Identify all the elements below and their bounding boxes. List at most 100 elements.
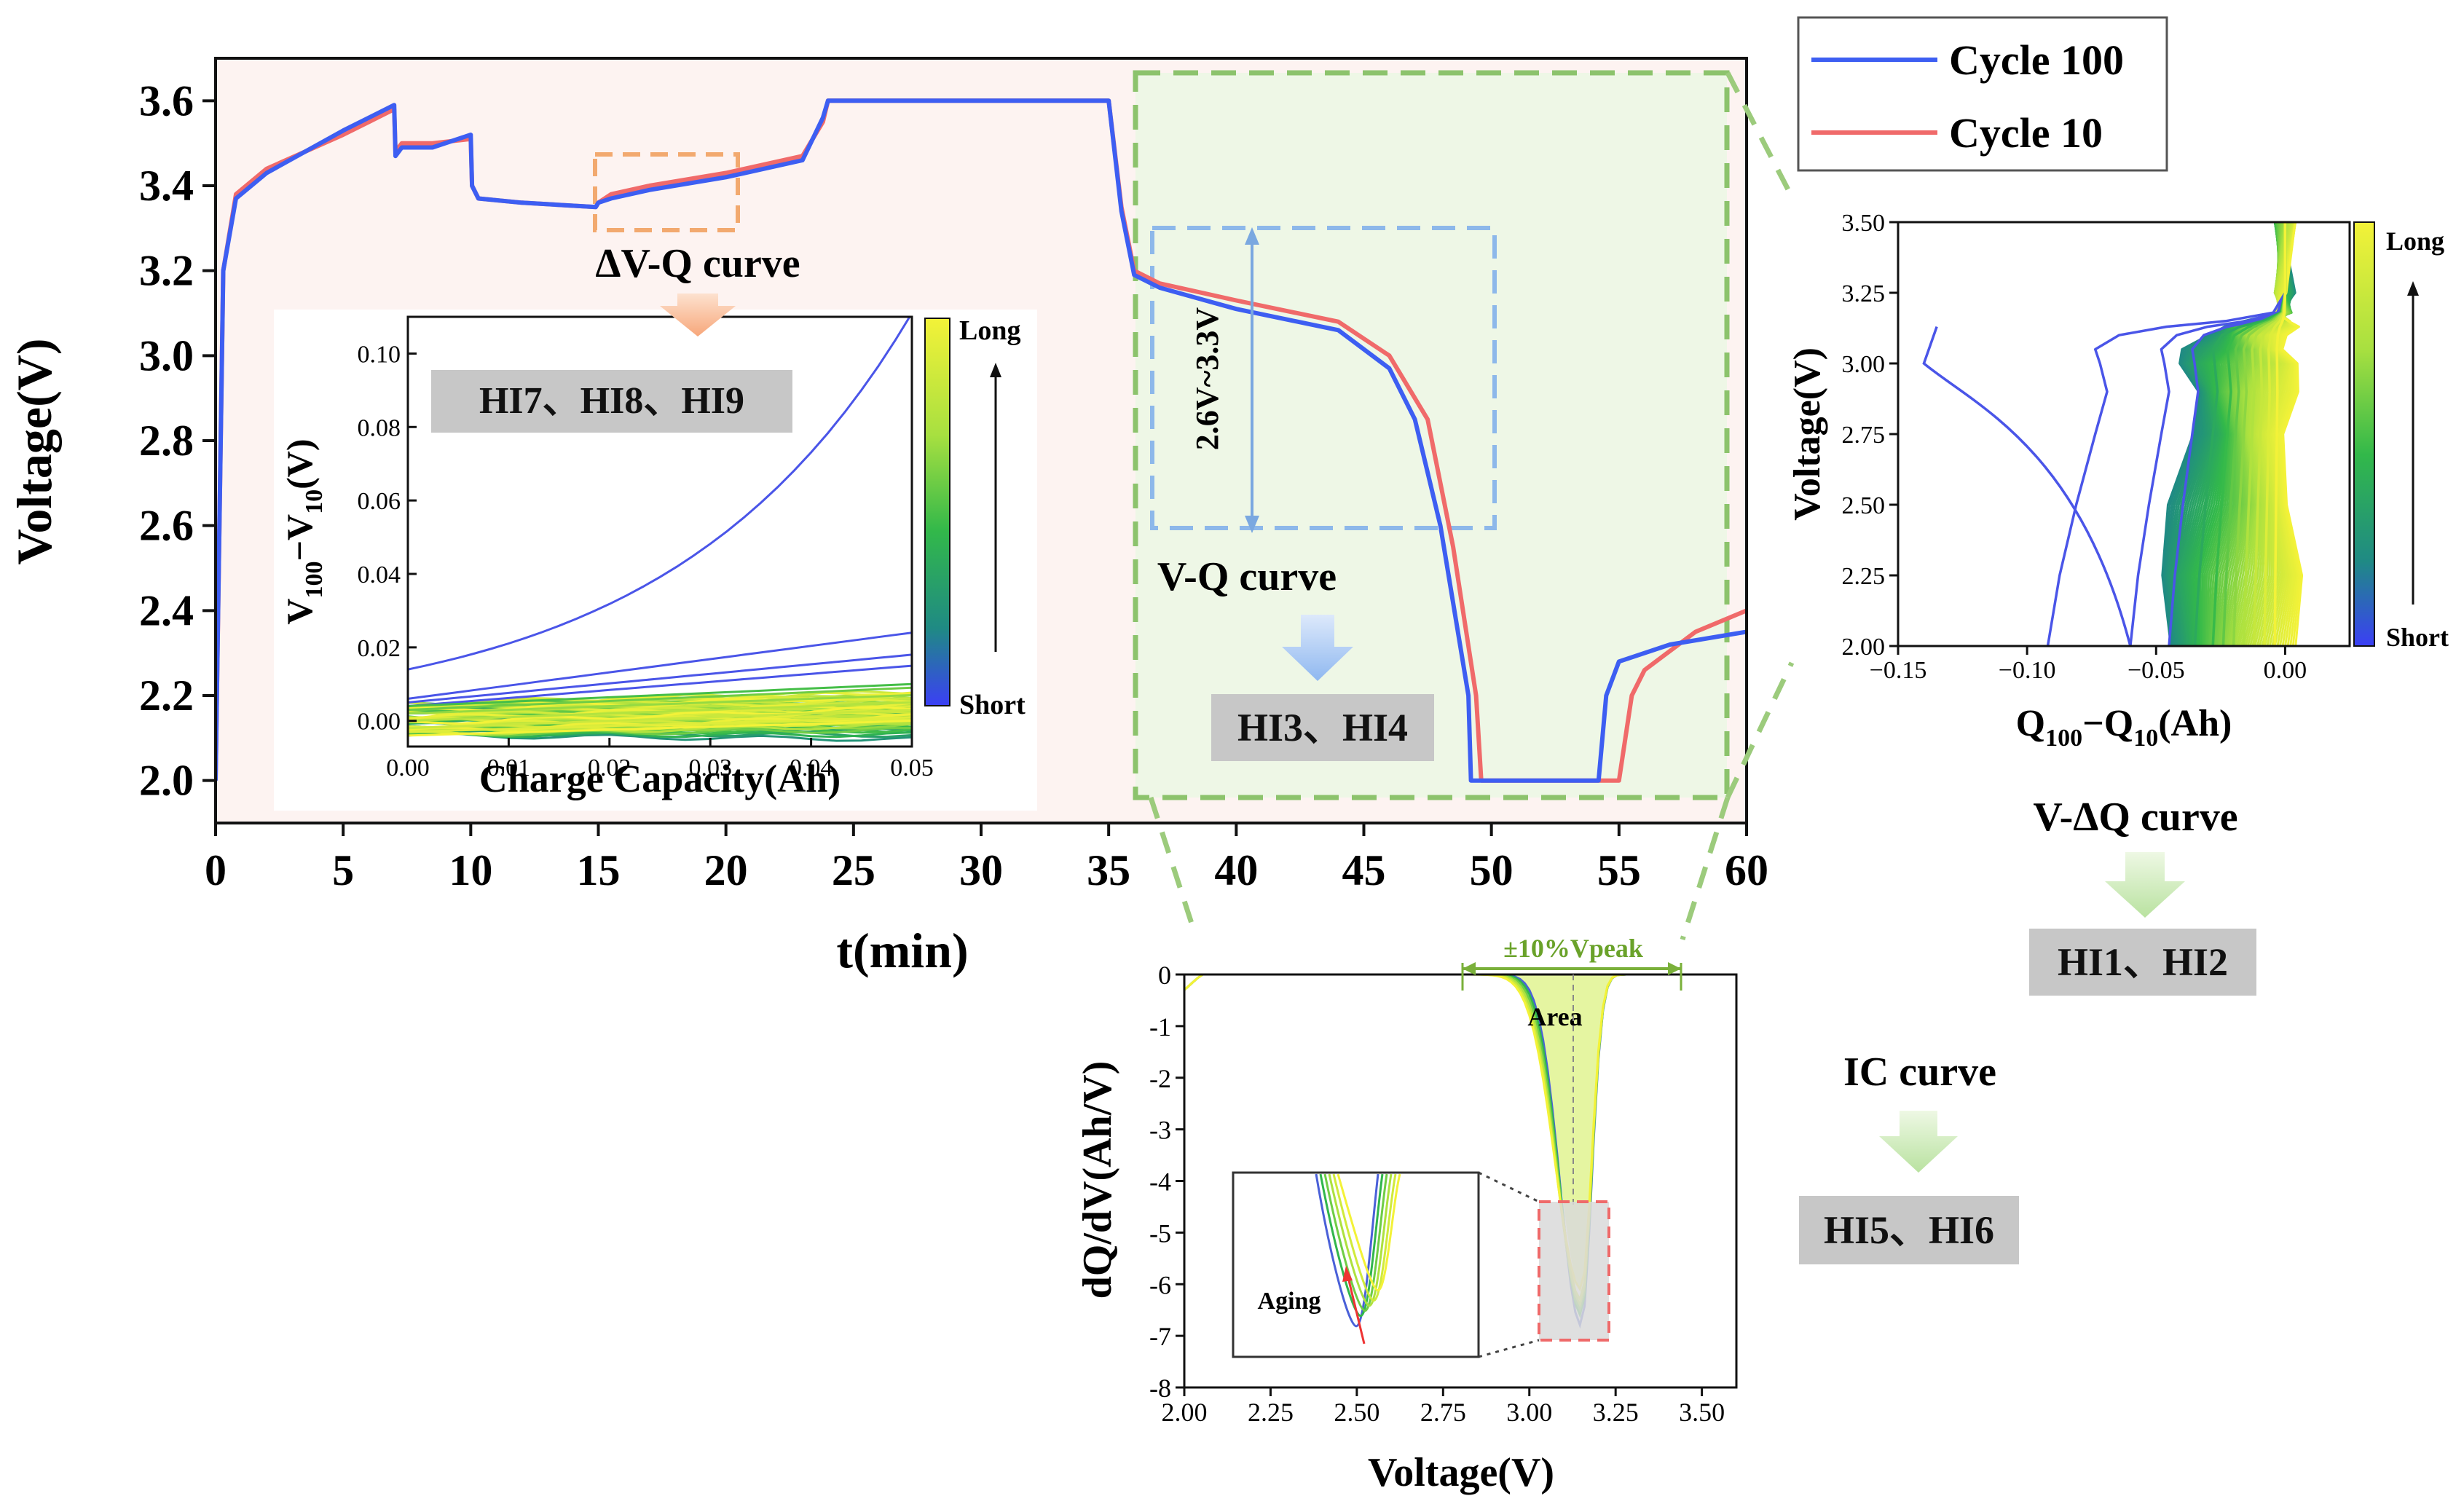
range-arrow-head-down [1245,516,1259,533]
legend: Cycle 100 Cycle 10 [1797,16,2168,172]
ic-zoom-box [1538,1200,1610,1342]
connector-ic-right [1680,796,1731,941]
dvq-arrow-icon [660,294,736,336]
vdq-arrow-icon [2105,852,2185,918]
peak-window-label: ±10%Vpeak [1503,934,1643,963]
inset-y-tick-label: 0.02 [358,635,401,662]
ic-y-tick-label: -8 [1149,1374,1171,1403]
main-x-tick-label: 10 [449,846,492,894]
main-y-tick-label: 3.0 [139,331,194,379]
ic-zoom-series-line [1315,1173,1379,1328]
hi34-box: HI3、HI4 [1211,694,1434,761]
inset-plot-frame [406,315,913,748]
inset-series-line [408,664,912,707]
connector-lower [1725,661,1795,799]
inset-x-tick-label: 0.05 [890,755,934,781]
inset-series-line [408,693,912,715]
inset-series-line [408,720,912,737]
main-x-tick-label: 20 [704,846,748,894]
hi56-box: HI5、HI6 [1799,1196,2019,1264]
ic-x-tick-label: 3.00 [1506,1398,1552,1427]
vdq-y-tick-label: 3.00 [1842,351,1886,378]
ic-zoom-series-line [1332,1173,1397,1302]
aging-label: Aging [1258,1288,1321,1315]
inset-series-line [408,317,911,671]
ic-chart: 2.00 2.25 2.50 2.75 3.00 3.25 3.50 0 -1 -2 -3 -4 -5… [1075,934,1738,1495]
main-x-tick-label: 30 [959,846,1003,894]
inset-series-line [408,653,912,704]
ic-y-tick-label: -1 [1149,1012,1171,1042]
vdq-y-tick-label: 2.00 [1842,634,1886,661]
connector-upper [1725,71,1795,198]
ic-zoom-series-line [1323,1173,1388,1312]
inset-x-tick-label: 0.04 [790,755,833,781]
ic-x-axis-label: Voltage(V) [1368,1450,1554,1495]
aging-arrowhead [1342,1266,1353,1282]
range-box [1150,226,1497,530]
ic-x-tick-label: 3.50 [1679,1398,1725,1427]
zoom-connector-top [1478,1171,1540,1203]
legend-label-cycle100: Cycle 100 [1949,36,2124,84]
main-y-tick-label: 2.0 [139,757,194,805]
inset-colorbar [924,318,950,706]
vdq-colorbar-long: Long [2386,227,2444,256]
vdq-x-tick-label: 0.00 [2264,657,2307,684]
vdq-x-tick-label: −0.05 [2128,657,2185,684]
ic-y-tick-label: -4 [1149,1168,1171,1197]
ic-x-tick-label: 3.25 [1593,1398,1639,1427]
vdq-x-tick-label: −0.10 [1999,657,2056,684]
inset-series-line [408,706,912,725]
range-arrow-head-up [1245,227,1259,245]
vdq-colorbar [2353,221,2375,647]
inset-y-axis-label: V100−V10(V) [279,438,328,624]
inset-series-line [408,722,912,736]
vdq-series-line [1922,326,2132,646]
connector-ic-left [1148,796,1197,934]
v-dq-chart: −0.15 −0.10 −0.05 0.00 2.00 2.25 2.50 2.75 3.00… [1787,210,2449,918]
vdq-y-tick-label: 2.25 [1842,563,1886,590]
ic-zoom-series-line [1328,1173,1393,1307]
ic-x-tick-label: 2.00 [1162,1398,1208,1427]
inset-series-line [408,691,912,709]
inset-y-tick-label: 0.10 [358,341,401,368]
inset-y-tick-label: 0.06 [358,488,401,515]
main-y-tick-label: 3.6 [139,76,194,125]
vq-curve-label: V-Q curve [1157,554,1337,599]
ic-y-tick-label: -7 [1149,1322,1171,1351]
series-line-cycle100 [216,98,1747,783]
inset-series-line [408,709,912,730]
inset-series-line [408,716,912,733]
ic-arrow-icon [1879,1111,1958,1173]
area-label: Area [1527,1002,1582,1031]
vdq-curve-label: V-ΔQ curve [2033,795,2237,840]
vdq-colorbar-arrowhead [2407,281,2419,296]
ic-zoom-series-line [1319,1173,1384,1318]
main-x-tick-label: 60 [1725,846,1768,894]
range-label: 2.6V~3.3V [1189,307,1225,451]
vdq-colorbar-short: Short [2386,623,2449,652]
vq-arrow-icon [1282,615,1353,681]
inset-colorbar-arrowhead [990,363,1001,377]
inset-x-tick-label: 0.02 [588,755,631,781]
vdq-y-tick-label: 2.50 [1842,492,1886,519]
inset-y-tick-label: 0.00 [358,709,401,736]
main-x-axis-label: t(min) [836,923,968,978]
main-x-tick-label: 5 [332,846,354,894]
hi12-box: HI1、HI2 [2029,929,2256,996]
inset-y-tick-label: 0.08 [358,414,401,441]
legend-label-cycle10: Cycle 10 [1949,109,2103,157]
ic-y-axis-label: dQ/dV(Ah/V) [1075,1061,1120,1299]
dvq-region-box [593,152,740,232]
ic-y-tick-label: -6 [1149,1270,1171,1299]
inset-series-line [408,631,912,700]
inset-colorbar-short: Short [959,690,1026,720]
zoom-connector-bottom [1478,1339,1540,1358]
inset-x-tick-label: 0.01 [487,755,531,781]
dvq-curve-label: ΔV-Q curve [595,241,800,286]
main-y-tick-label: 2.4 [139,586,194,634]
ic-zoom-inset [1232,1171,1480,1358]
main-x-tick-label: 35 [1087,846,1130,894]
peak-window-arrow-right [1668,962,1681,975]
ic-y-tick-label: -5 [1149,1218,1171,1248]
vdq-x-tick-label: −0.15 [1870,657,1927,684]
